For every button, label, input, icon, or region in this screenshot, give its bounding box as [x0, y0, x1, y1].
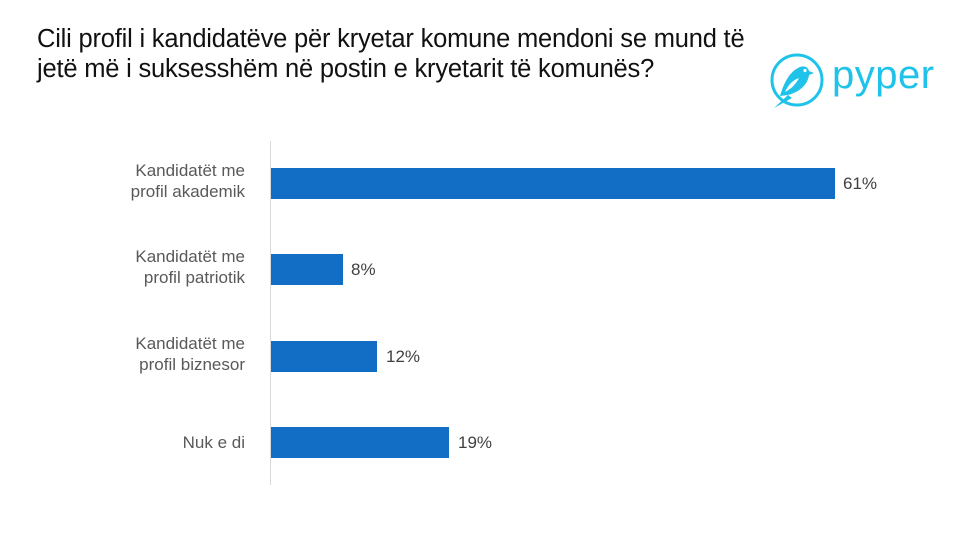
bar-row: Nuk e di 19% [0, 427, 980, 458]
value-label: 8% [351, 260, 376, 279]
bar-row: Kandidatët me profil akademik 61% [0, 161, 980, 201]
value-label: 19% [458, 433, 493, 452]
bar-akademik [271, 168, 835, 199]
value-label: 12% [386, 347, 421, 366]
pyper-logo: pyper [768, 50, 968, 112]
bar-biznesor [271, 341, 377, 372]
bird-icon [770, 53, 824, 108]
category-label: Kandidatët me profil akademik [130, 161, 245, 201]
category-label: Kandidatët me profil biznesor [135, 334, 245, 374]
category-axis [270, 141, 271, 485]
bar-row: Kandidatët me profil biznesor 12% [0, 334, 980, 374]
value-label: 61% [843, 174, 878, 193]
bar-patriotik [271, 254, 343, 285]
bar-nuk-e-di [271, 427, 449, 458]
category-label: Nuk e di [182, 433, 245, 452]
bar-row: Kandidatët me profil patriotik 8% [0, 247, 980, 287]
category-label: Kandidatët me profil patriotik [135, 247, 245, 287]
chart-title: Cili profil i kandidatëve për kryetar ko… [37, 25, 745, 83]
logo-wordmark: pyper [832, 53, 935, 97]
